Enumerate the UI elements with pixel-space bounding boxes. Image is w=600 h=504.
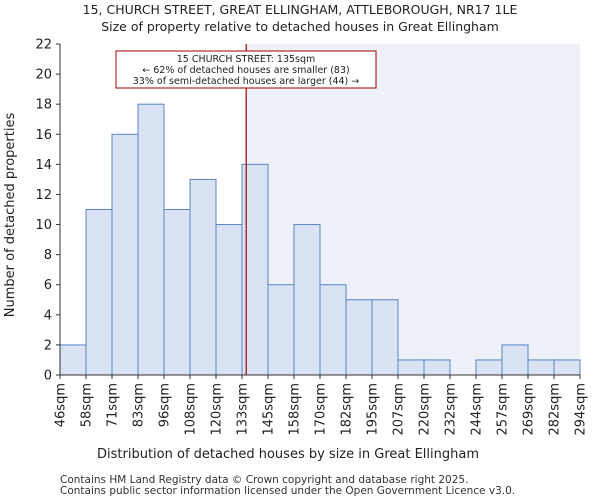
y-tick-label: 12 [35, 188, 52, 203]
x-tick-label: 170sqm [314, 383, 329, 436]
bar-207sqm [397, 359, 425, 376]
y-tick-label: 14 [35, 158, 52, 173]
bar-120sqm [215, 224, 243, 376]
chart-subtitle: Size of property relative to detached ho… [101, 19, 499, 34]
x-tick-label: 83sqm [132, 383, 147, 427]
x-tick-label: 96sqm [158, 383, 173, 427]
bar-170sqm [319, 284, 347, 376]
bars [59, 103, 581, 376]
x-tick-label: 71sqm [106, 383, 121, 427]
y-tick-label: 0 [44, 369, 52, 384]
bar-282sqm [553, 359, 581, 376]
bar-158sqm [293, 224, 321, 376]
bar-71sqm [111, 133, 139, 376]
x-tick-label: 158sqm [288, 383, 303, 436]
y-axis-ticks: 0 2 4 6 8 10 12 14 16 18 20 22 [35, 38, 60, 384]
x-tick-label: 207sqm [392, 383, 407, 436]
x-axis-ticks: 46sqm 58sqm 71sqm 83sqm 96sqm 108sqm 120sqm 133… [54, 375, 589, 436]
x-tick-label: 182sqm [340, 383, 355, 436]
y-tick-label: 22 [35, 38, 52, 53]
y-tick-label: 20 [35, 68, 52, 83]
y-tick-label: 8 [44, 248, 52, 263]
x-tick-label: 294sqm [574, 383, 589, 436]
x-tick-label: 120sqm [210, 383, 225, 436]
x-tick-label: 244sqm [470, 383, 485, 436]
y-tick-label: 18 [35, 98, 52, 113]
annotation-box: 15 CHURCH STREET: 135sqm ← 62% of detach… [115, 50, 377, 89]
y-tick-label: 16 [35, 128, 52, 143]
x-tick-label: 145sqm [262, 383, 277, 436]
annotation-line-2: ← 62% of detached houses are smaller (83… [142, 65, 349, 76]
chart-title: 15, CHURCH STREET, GREAT ELLINGHAM, ATTL… [83, 2, 518, 17]
bar-220sqm [423, 359, 451, 376]
x-tick-label: 220sqm [418, 383, 433, 436]
bar-244sqm [475, 359, 503, 376]
x-tick-label: 46sqm [54, 383, 69, 427]
bar-46sqm [59, 344, 87, 376]
y-tick-label: 2 [44, 338, 52, 353]
x-tick-label: 282sqm [548, 383, 563, 436]
plot-area: 0 2 4 6 8 10 12 14 16 18 20 22 46sqm 58sqm 71sqm 83sqm… [35, 38, 588, 436]
bar-182sqm [345, 299, 373, 376]
bar-145sqm [267, 284, 295, 376]
x-tick-label: 58sqm [80, 383, 95, 427]
annotation-line-3: 33% of semi-detached houses are larger (… [133, 76, 360, 87]
bar-96sqm [163, 209, 191, 376]
x-tick-label: 232sqm [444, 383, 459, 436]
x-tick-label: 108sqm [184, 383, 199, 436]
x-tick-label: 257sqm [496, 383, 511, 436]
footer-licence: Contains public sector information licen… [60, 485, 515, 497]
x-tick-label: 269sqm [522, 383, 537, 436]
bar-58sqm [85, 209, 113, 376]
x-tick-label: 195sqm [366, 383, 381, 436]
x-tick-label: 133sqm [236, 383, 251, 436]
x-axis-label: Distribution of detached houses by size … [97, 447, 479, 462]
annotation-border [115, 50, 377, 89]
bar-257sqm [501, 344, 529, 376]
bar-108sqm [189, 178, 217, 376]
bar-269sqm [527, 359, 555, 376]
y-tick-label: 10 [35, 218, 52, 233]
bar-83sqm [137, 103, 165, 376]
annotation-line-1: 15 CHURCH STREET: 135sqm [177, 54, 316, 65]
y-tick-label: 6 [44, 278, 52, 293]
bar-195sqm [371, 299, 399, 376]
footer-copyright: Contains HM Land Registry data © Crown c… [60, 474, 468, 486]
y-tick-label: 4 [44, 308, 52, 323]
y-axis-label: Number of detached properties [3, 113, 18, 318]
